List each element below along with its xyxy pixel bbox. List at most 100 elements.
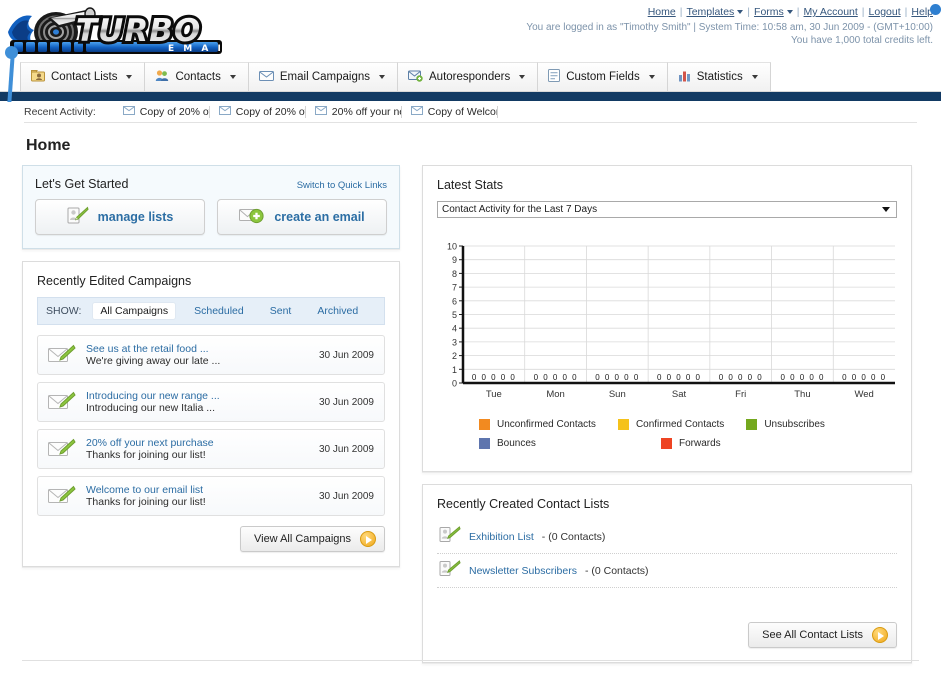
nav-tab-contact-lists[interactable]: Contact Lists: [20, 62, 146, 91]
help-dot-icon: [930, 4, 941, 15]
contact-list-count: - (0 Contacts): [541, 530, 606, 543]
create-an-email-button[interactable]: create an email: [217, 199, 387, 235]
campaign-title[interactable]: Welcome to our email list: [86, 484, 204, 496]
chevron-down-icon: [882, 207, 890, 212]
legend-item-forwards: Forwards: [661, 438, 721, 449]
see-all-contact-lists-label: See All Contact Lists: [762, 629, 863, 641]
svg-text:0: 0: [491, 373, 496, 382]
contact-list-row[interactable]: Newsletter Subscribers - (0 Contacts): [437, 554, 897, 588]
legend-item-bounces: Bounces: [479, 438, 639, 449]
form-icon: [548, 69, 561, 85]
nav-tab-label: Autoresponders: [429, 71, 511, 83]
recently-edited-campaigns-panel: Recently Edited Campaigns SHOW: All Camp…: [22, 261, 400, 567]
legend-swatch: [617, 419, 629, 430]
contact-lists-panel-title: Recently Created Contact Lists: [437, 497, 610, 511]
envelope-icon: [218, 106, 231, 118]
recent-activity-item[interactable]: Copy of 20% off yo: [114, 106, 210, 118]
svg-text:TURBO: TURBO: [76, 13, 201, 49]
svg-text:0: 0: [605, 373, 610, 382]
svg-text:0: 0: [800, 373, 805, 382]
campaign-row[interactable]: Introducing our new range ... Introducin…: [37, 382, 385, 422]
recent-activity-item[interactable]: 20% off your next: [306, 106, 402, 118]
nav-tab-contacts[interactable]: Contacts: [144, 62, 249, 91]
contact-activity-chart: 0 1 2 3 4 5 6 7 8 9 10 0 0 0 0 0 Tue 0 0 0 0 0 Mon 0 0 0 0 0 Sun 0 0 0 0…: [437, 242, 897, 407]
filter-all-campaigns[interactable]: All Campaigns: [93, 303, 176, 319]
top-link-logout[interactable]: Logout: [868, 6, 901, 18]
chevron-down-icon: [379, 75, 385, 79]
arrow-right-icon: [872, 627, 888, 643]
contact-list-name[interactable]: Exhibition List: [469, 530, 534, 543]
manage-lists-button[interactable]: manage lists: [35, 199, 205, 235]
campaign-row[interactable]: See us at the retail food ... We're givi…: [37, 335, 385, 375]
svg-text:0: 0: [615, 373, 620, 382]
recent-activity-item-label: Copy of Welcome to: [427, 106, 497, 118]
nav-tab-custom-fields[interactable]: Custom Fields: [537, 62, 668, 91]
chevron-down-icon: [126, 75, 133, 79]
top-nav-links[interactable]: Home | Templates | Forms | My Account | Logout | H…: [648, 6, 933, 18]
campaigns-panel-title: Recently Edited Campaigns: [37, 274, 192, 288]
top-link-my-account[interactable]: My Account: [803, 6, 858, 18]
campaign-title[interactable]: 20% off your next purchase: [86, 437, 214, 449]
svg-text:0: 0: [738, 373, 743, 382]
svg-text:3: 3: [452, 337, 457, 347]
nav-tab-email-campaigns[interactable]: Email Campaigns: [247, 62, 398, 91]
nav-tab-autoresponders[interactable]: Autoresponders: [397, 62, 539, 91]
contact-list-name[interactable]: Newsletter Subscribers: [469, 564, 577, 577]
nav-tab-statistics[interactable]: Statistics: [666, 62, 771, 91]
legend-label: Forwards: [679, 438, 721, 449]
view-all-campaigns-label: View All Campaigns: [253, 533, 351, 545]
top-link-help[interactable]: Help: [911, 6, 933, 18]
svg-text:4: 4: [452, 324, 457, 334]
svg-text:10: 10: [447, 242, 457, 252]
view-all-campaigns-button[interactable]: View All Campaigns: [239, 526, 385, 552]
footer-divider: [22, 660, 919, 661]
app-header: E M A I L TURBO TURBO Home | Templates | For…: [0, 0, 941, 62]
recent-activity-item-label: 20% off your next: [331, 106, 401, 118]
svg-text:Thu: Thu: [794, 389, 810, 400]
envelope-icon: [410, 106, 423, 118]
main-nav: Contact Lists Contacts: [0, 62, 941, 92]
svg-text:0: 0: [657, 373, 662, 382]
stats-range-select[interactable]: Contact Activity for the Last 7 Days: [437, 201, 897, 218]
bar-chart-icon: [678, 70, 691, 85]
campaign-title[interactable]: Introducing our new range ...: [86, 390, 220, 402]
legend-item-unconfirmed-contacts: Unconfirmed Contacts: [479, 419, 596, 430]
legend-swatch: [479, 438, 490, 449]
filter-scheduled[interactable]: Scheduled: [194, 305, 244, 317]
top-link-forms[interactable]: Forms: [754, 6, 784, 18]
list-edit-icon: [439, 560, 461, 581]
campaign-row[interactable]: Welcome to our email list Thanks for joi…: [37, 476, 385, 516]
lets-get-started-panel: Let's Get Started Switch to Quick Links: [22, 165, 400, 249]
turbo-email-logo: E M A I L TURBO TURBO: [4, 2, 236, 60]
filter-archived[interactable]: Archived: [317, 305, 359, 317]
switch-to-quick-links[interactable]: Switch to Quick Links: [296, 180, 387, 191]
svg-text:0: 0: [482, 373, 487, 382]
campaign-row[interactable]: 20% off your next purchase Thanks for jo…: [37, 429, 385, 469]
nav-accent-bar: [0, 92, 941, 101]
svg-text:0: 0: [510, 373, 515, 382]
top-link-templates[interactable]: Templates: [686, 6, 735, 18]
latest-stats-panel: Latest Stats Contact Activity for the La…: [422, 165, 912, 472]
recent-activity-item[interactable]: Copy of Welcome to: [402, 106, 498, 118]
email-edit-icon: [48, 438, 76, 461]
svg-text:0: 0: [562, 373, 567, 382]
top-link-home[interactable]: Home: [647, 6, 676, 18]
see-all-contact-lists-button[interactable]: See All Contact Lists: [748, 622, 897, 648]
link-separator: |: [904, 6, 908, 18]
right-column: Latest Stats Contact Activity for the La…: [422, 165, 912, 675]
svg-text:6: 6: [452, 296, 457, 306]
contact-list-row[interactable]: Exhibition List - (0 Contacts): [437, 520, 897, 554]
svg-text:0: 0: [543, 373, 548, 382]
campaign-title[interactable]: See us at the retail food ...: [86, 343, 209, 355]
svg-text:0: 0: [676, 373, 681, 382]
nav-tab-label: Custom Fields: [566, 71, 640, 83]
recent-activity-item[interactable]: Copy of 20% off yo: [210, 106, 306, 118]
create-email-label: create an email: [274, 210, 365, 224]
legend-label: Unsubscribes: [764, 419, 825, 430]
contact-lists-icon: [31, 69, 45, 85]
svg-text:7: 7: [452, 283, 457, 293]
filter-sent[interactable]: Sent: [269, 305, 292, 317]
nav-pointer-dot: [5, 46, 18, 59]
svg-text:0: 0: [534, 373, 539, 382]
